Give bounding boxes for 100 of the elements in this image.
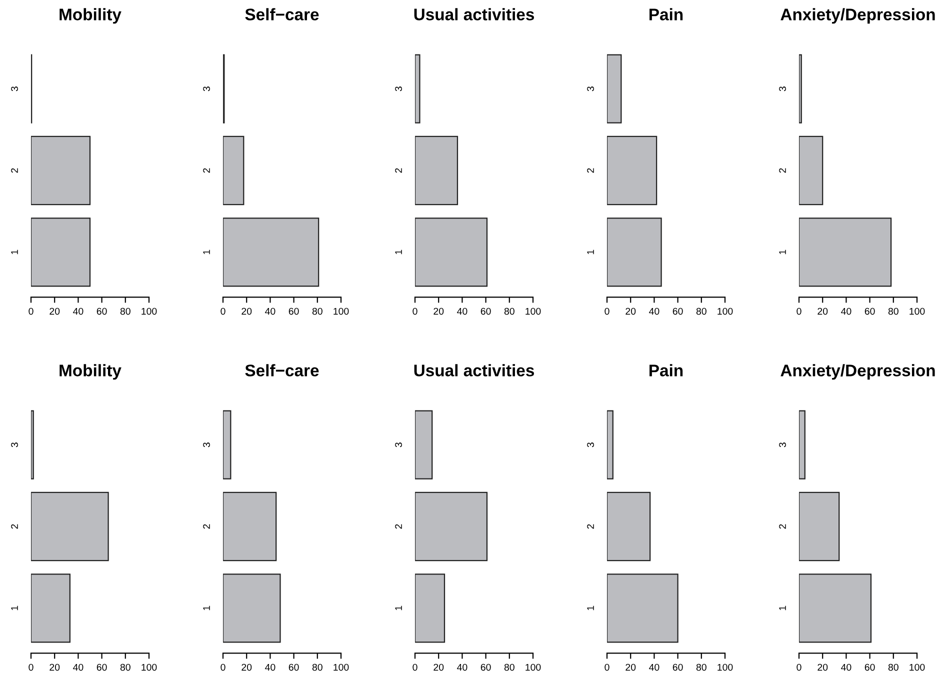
x-tick-label: 60 (480, 664, 491, 671)
y-tick-label: 1 (203, 250, 210, 254)
x-tick-label: 20 (626, 308, 636, 315)
bar (799, 136, 824, 206)
y-tick-label: 1 (587, 250, 594, 254)
chart-title: Self−care (245, 364, 319, 376)
y-tick-label: 2 (395, 168, 402, 173)
x-tick-label: 80 (120, 664, 130, 671)
x-tick-label: 40 (73, 664, 84, 671)
x-tick-label: 100 (718, 308, 733, 315)
y-tick-label: 1 (587, 606, 594, 610)
x-tick-label: 40 (457, 308, 468, 315)
x-tick-label: 0 (28, 308, 34, 315)
chart-title: Pain (650, 364, 683, 376)
chart-title: Anxiety/Depression (780, 364, 935, 380)
bar (223, 492, 277, 562)
bar (223, 218, 320, 287)
x-tick-label: 60 (864, 664, 875, 671)
bar (31, 492, 109, 562)
y-tick-label: 1 (395, 250, 402, 254)
x-tick-label: 20 (818, 308, 828, 315)
x-tick-label: 80 (696, 664, 706, 671)
x-tick-label: 60 (288, 308, 299, 315)
bar (607, 410, 614, 480)
x-tick-label: 20 (242, 308, 252, 315)
bar (607, 54, 622, 124)
y-tick-label: 3 (587, 442, 594, 448)
bar (223, 410, 232, 480)
x-tick-label: 80 (888, 308, 898, 315)
bar (415, 136, 458, 206)
x-tick-label: 100 (526, 664, 541, 671)
x-tick-label: 0 (412, 664, 418, 671)
x-tick-label: 100 (526, 308, 541, 315)
chart-title: Anxiety/Depression (780, 8, 935, 24)
x-tick-label: 0 (220, 664, 226, 671)
x-tick-label: 0 (796, 308, 802, 315)
x-tick-label: 40 (649, 664, 660, 671)
y-tick-label: 3 (203, 442, 210, 448)
x-tick-label: 80 (312, 664, 322, 671)
y-tick-label: 3 (395, 86, 402, 92)
x-tick-label: 40 (841, 664, 852, 671)
x-tick-label: 100 (910, 664, 925, 671)
x-tick-label: 100 (334, 664, 349, 671)
x-tick-label: 100 (718, 664, 733, 671)
bar (415, 218, 488, 287)
bar (799, 574, 872, 643)
x-tick-label: 80 (696, 308, 706, 315)
bar (607, 492, 651, 562)
y-tick-label: 3 (11, 86, 18, 92)
x-tick-label: 80 (504, 308, 514, 315)
x-tick-label: 0 (604, 664, 610, 671)
bar (223, 136, 244, 206)
x-tick-label: 20 (626, 664, 636, 671)
x-tick-label: 60 (864, 308, 875, 315)
x-tick-label: 20 (50, 664, 60, 671)
x-tick-label: 40 (73, 308, 84, 315)
bar (799, 492, 840, 562)
bar (415, 54, 420, 124)
chart-title: Mobility (60, 8, 122, 24)
bar (799, 218, 892, 287)
y-tick-label: 1 (11, 606, 18, 610)
y-tick-label: 2 (779, 524, 786, 529)
x-tick-label: 0 (220, 308, 226, 315)
chart-title: Self−care (245, 8, 319, 20)
bar (415, 574, 446, 643)
x-tick-label: 0 (412, 308, 418, 315)
x-tick-label: 0 (796, 664, 802, 671)
y-tick-label: 3 (395, 442, 402, 448)
y-tick-label: 3 (203, 86, 210, 92)
chart-title: Pain (650, 8, 683, 20)
x-tick-label: 20 (818, 664, 828, 671)
x-tick-label: 0 (28, 664, 34, 671)
bar (415, 410, 433, 480)
y-tick-label: 3 (779, 442, 786, 448)
bar (31, 410, 34, 480)
bar (607, 218, 662, 287)
x-tick-label: 60 (288, 664, 299, 671)
chart-title: Usual activities (414, 364, 534, 376)
bar (607, 574, 678, 643)
x-tick-label: 80 (312, 308, 322, 315)
x-tick-label: 100 (142, 664, 157, 671)
y-tick-label: 2 (11, 524, 18, 529)
x-tick-label: 60 (96, 664, 107, 671)
y-tick-label: 2 (587, 168, 594, 173)
y-tick-label: 2 (11, 168, 18, 173)
x-tick-label: 60 (96, 308, 107, 315)
y-tick-label: 1 (203, 606, 210, 610)
x-tick-label: 60 (480, 308, 491, 315)
y-tick-label: 2 (779, 168, 786, 173)
x-tick-label: 40 (649, 308, 660, 315)
x-tick-label: 40 (265, 308, 276, 315)
x-tick-label: 20 (242, 664, 252, 671)
bar (799, 410, 806, 480)
y-tick-label: 2 (395, 524, 402, 529)
y-tick-label: 1 (11, 250, 18, 254)
x-tick-label: 80 (120, 308, 130, 315)
y-tick-label: 3 (587, 86, 594, 92)
y-tick-label: 1 (779, 606, 786, 610)
x-tick-label: 100 (334, 308, 349, 315)
x-tick-label: 20 (434, 308, 444, 315)
